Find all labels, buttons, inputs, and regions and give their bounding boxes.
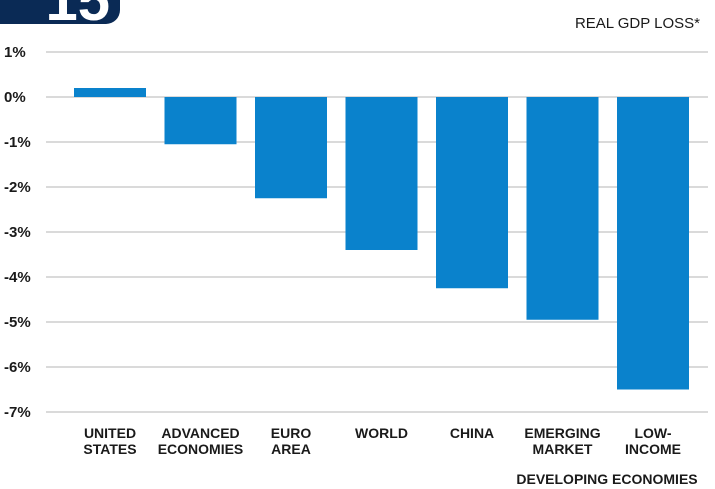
bar — [436, 97, 508, 289]
bar — [164, 97, 237, 145]
category-label: WORLD — [355, 425, 408, 441]
y-axis-ticks: 1% 0% -1% -2% -3% -4% -5% -6% -7% — [4, 44, 31, 421]
y-tick-label: -5% — [4, 314, 31, 331]
y-tick-label: -2% — [4, 179, 31, 196]
page-number-badge: 15 — [0, 0, 120, 30]
category-label: CHINA — [450, 425, 494, 441]
bar — [617, 97, 689, 390]
category-label: UNITED STATES — [83, 425, 136, 457]
y-tick-label: -6% — [4, 359, 31, 376]
category-label: EURO AREA — [271, 425, 312, 457]
y-tick-label: -7% — [4, 404, 31, 421]
bar — [345, 97, 418, 250]
category-label: ADVANCED ECONOMIES — [158, 425, 244, 457]
bar — [255, 97, 327, 199]
y-tick-label: -3% — [4, 224, 31, 241]
bars — [74, 88, 689, 390]
y-tick-label: -1% — [4, 134, 31, 151]
y-tick-label: 1% — [4, 44, 26, 61]
category-label: EMERGING MARKET — [524, 425, 600, 457]
y-tick-label: -4% — [4, 269, 31, 286]
bar — [74, 88, 146, 97]
page-number: 15 — [45, 0, 110, 33]
group-label: DEVELOPING ECONOMIES — [516, 471, 697, 487]
y-tick-label: 0% — [4, 89, 26, 106]
x-axis-labels: UNITED STATES ADVANCED ECONOMIES EURO AREA WOR… — [83, 425, 681, 457]
bar — [526, 97, 599, 320]
y-axis-note: REAL GDP LOSS* — [575, 15, 700, 32]
category-label: LOW-INCOME — [625, 425, 681, 457]
